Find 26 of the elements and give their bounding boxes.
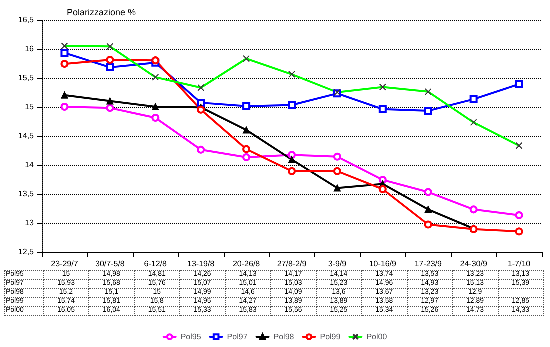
x-tick-label: 10-16/9 (369, 260, 398, 268)
y-tick-label: 15,5 (18, 74, 35, 82)
x-tick-label: 1-7/10 (508, 260, 532, 268)
y-tick-label: 14 (25, 160, 35, 170)
legend-label: Pol00 (366, 332, 388, 342)
x-tick-label: 6-12/8 (144, 260, 168, 268)
x-tick-label: 24-30/9 (460, 260, 488, 268)
y-tick-label: 12,5 (18, 248, 35, 256)
x-tick-label: 20-26/8 (232, 260, 261, 268)
legend-label: Pol97 (227, 332, 248, 342)
y-tick-label: 14,5 (18, 132, 35, 140)
x-tick-label: 13-19/8 (188, 260, 216, 268)
x-tick-label: 27/8-2/9 (277, 260, 308, 268)
x-tick-label: 23-29/7 (51, 260, 79, 268)
chart-title: Polarizzazione % (67, 8, 136, 18)
x-tick-label: 3-9/9 (328, 260, 348, 268)
y-tick-label: 13,5 (18, 190, 35, 198)
legend-label: Pol99 (320, 332, 342, 342)
y-tick-label: 16,5 (18, 16, 35, 24)
y-tick-label: 16 (25, 44, 35, 54)
y-tick-label: 15 (25, 102, 35, 112)
x-tick-label: 30/7-5/8 (96, 260, 126, 268)
y-tick-label: 13 (25, 218, 35, 228)
x-tick-label: 17-23/9 (414, 260, 442, 268)
legend-label: Pol98 (274, 332, 295, 342)
legend-label: Pol95 (180, 332, 202, 342)
